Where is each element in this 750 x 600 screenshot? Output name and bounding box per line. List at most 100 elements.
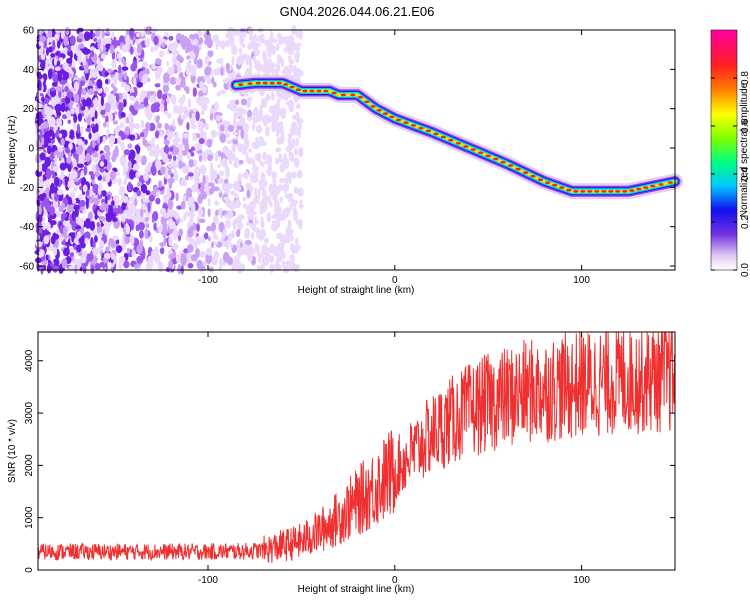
spectrogram-noise-speck	[247, 43, 252, 50]
spectrogram-noise-speck	[180, 76, 186, 82]
spectrogram-ridge-peak	[350, 93, 356, 97]
spectrogram-ylabel: Frequency (Hz)	[7, 116, 18, 185]
spectrogram-noise-speck	[210, 112, 214, 121]
spectrogram-noise-speck	[70, 108, 75, 115]
spectrogram-noise-speck	[136, 43, 143, 54]
spectrogram-noise-speck	[45, 168, 52, 180]
snr-xlabel: Height of straight line (km)	[298, 584, 415, 595]
spectrogram-noise-speck	[207, 208, 211, 218]
spectrogram-noise-speck	[217, 208, 224, 216]
spectrogram-noise-speck	[73, 113, 78, 123]
spectrogram-noise-speck	[105, 215, 113, 223]
spectrogram-noise-speck	[133, 101, 140, 111]
spectrogram-noise-speck	[56, 38, 61, 49]
spectrogram-noise-speck	[48, 46, 53, 53]
spectrogram-noise-speck	[236, 263, 244, 274]
spectrogram-noise-speck	[218, 187, 222, 194]
spectrogram-noise-speck	[168, 219, 175, 230]
snr-ytick-label: 0	[24, 567, 35, 573]
spectrogram-noise-speck	[52, 258, 60, 267]
spectrogram-noise-speck	[288, 198, 295, 203]
spectrogram-noise-speck	[186, 122, 190, 131]
spectrogram-noise-speck	[212, 35, 220, 41]
spectrogram-ridge-peak	[269, 81, 275, 85]
spectrogram-noise-speck	[287, 55, 292, 61]
spectrogram-noise-speck	[199, 130, 207, 138]
spectrogram-noise-speck	[164, 122, 169, 131]
spectrogram-noise-speck	[275, 147, 282, 153]
spectrogram-noise-speck	[266, 211, 272, 223]
spectrogram-noise-speck	[167, 177, 175, 184]
spectrogram-noise-speck	[167, 199, 174, 210]
spectrogram-noise-speck	[271, 170, 277, 181]
spectrogram-noise-speck	[107, 93, 112, 104]
spectrogram-noise-speck	[99, 204, 106, 211]
spectrogram-noise-speck	[125, 29, 129, 36]
spectrogram-noise-speck	[75, 216, 81, 224]
spectrogram-noise-speck	[214, 101, 219, 112]
spectrogram-noise-speck	[78, 193, 84, 201]
spectrogram-noise-speck	[91, 247, 99, 256]
spectrogram-noise-speck	[294, 237, 299, 246]
spectrogram-noise-speck	[204, 232, 209, 240]
spectrogram-noise-speck	[58, 264, 63, 275]
spectrogram-noise-speck	[82, 57, 87, 66]
spectrogram-noise-speck	[253, 33, 258, 44]
spectrogram-noise-speck	[52, 233, 57, 238]
spectrogram-noise-speck	[231, 105, 238, 112]
spectrogram-noise-speck	[267, 52, 272, 58]
spectrogram-noise-speck	[243, 108, 247, 115]
spectrogram-noise-speck	[206, 225, 212, 232]
spectrogram-noise-speck	[267, 195, 272, 206]
spectrogram-noise-speck	[254, 243, 259, 253]
spectrogram-noise-speck	[49, 116, 56, 128]
spectrogram-noise-speck	[279, 195, 283, 203]
spectrogram-noise-speck	[240, 128, 244, 139]
spectrogram-noise-speck	[222, 120, 229, 127]
spectrogram-noise-speck	[206, 247, 213, 256]
spectrogram-noise-speck	[148, 122, 156, 132]
spectrogram-noise-speck	[66, 157, 72, 164]
spectrogram-noise-speck	[190, 67, 197, 77]
spectrogram-noise-speck	[204, 66, 212, 76]
spectrogram-noise-speck	[38, 205, 43, 215]
spectrogram-noise-speck	[293, 186, 299, 194]
spectrogram-noise-speck	[41, 96, 45, 102]
spectrogram-noise-speck	[128, 122, 136, 130]
spectrogram-noise-speck	[173, 147, 180, 155]
spectrogram-noise-speck	[61, 257, 68, 269]
spectrogram-noise-speck	[230, 190, 236, 196]
spectrogram-noise-speck	[298, 29, 303, 40]
spectrogram-ytick-label: 40	[23, 65, 35, 76]
spectrogram-noise-speck	[124, 126, 130, 136]
spectrogram-noise-speck	[155, 58, 162, 65]
spectrogram-noise-speck	[278, 35, 285, 45]
spectrogram-noise-speck	[147, 202, 151, 213]
spectrogram-noise-speck	[220, 67, 224, 77]
spectrogram-noise-speck	[185, 175, 189, 181]
spectrogram-noise-speck	[288, 261, 296, 270]
spectrogram-noise-speck	[124, 234, 131, 245]
spectrogram-noise-speck	[182, 93, 186, 103]
spectrogram-noise-speck	[101, 190, 107, 197]
spectrogram-noise-speck	[130, 234, 135, 246]
spectrogram-noise-speck	[87, 60, 93, 66]
spectrogram-noise-speck	[142, 77, 146, 83]
spectrogram-noise-speck	[240, 98, 247, 106]
spectrogram-noise-speck	[85, 73, 89, 81]
spectrogram-ridge-peak	[566, 188, 572, 192]
spectrogram-noise-speck	[129, 169, 135, 180]
snr-ytick-label: 3000	[24, 402, 35, 425]
spectrogram-ridge-peak	[331, 91, 337, 95]
spectrogram-noise-speck	[218, 150, 222, 157]
spectrogram-noise-speck	[83, 165, 88, 176]
spectrogram-noise-speck	[75, 225, 82, 230]
spectrogram-noise-speck	[298, 147, 304, 158]
spectrogram-noise-speck	[103, 159, 108, 168]
spectrogram-noise-speck	[77, 54, 82, 64]
spectrogram-noise-speck	[115, 93, 120, 103]
spectrogram-noise-speck	[148, 194, 155, 202]
spectrogram-noise-speck	[135, 152, 140, 163]
spectrogram-noise-speck	[146, 110, 153, 121]
